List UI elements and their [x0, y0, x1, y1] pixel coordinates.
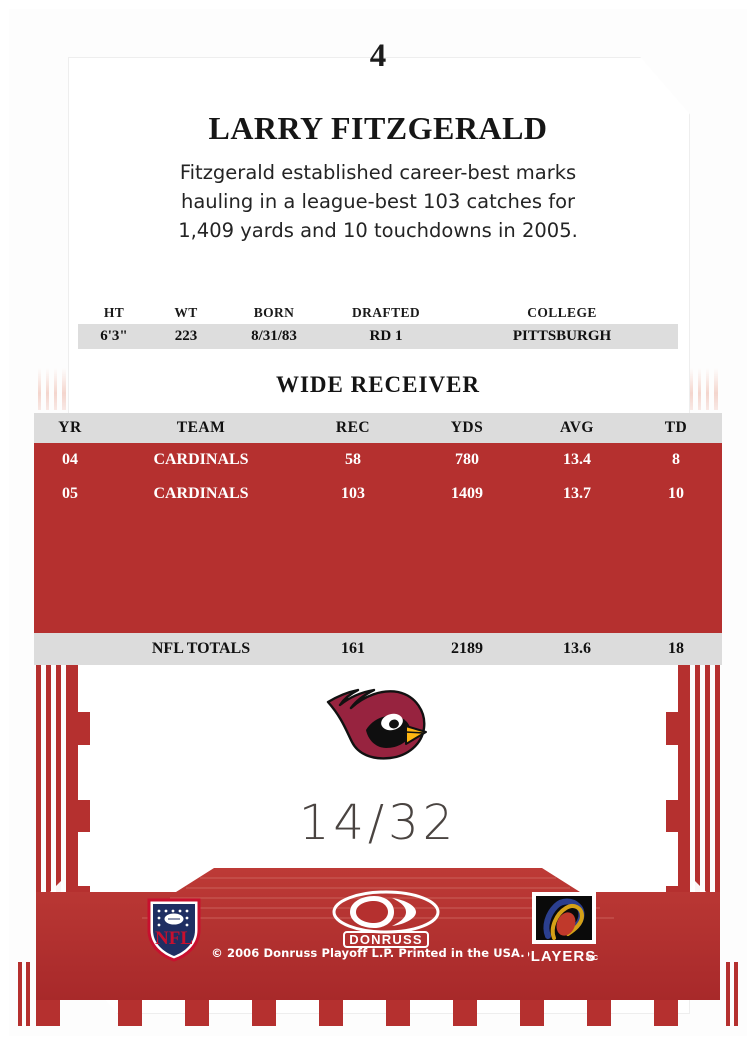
- nfl-label: NFL: [155, 928, 193, 949]
- table-row: 05 CARDINALS 103 1409 13.7 10: [34, 477, 722, 511]
- stats-header-team: TEAM: [176, 419, 226, 436]
- stats-total-label: NFL TOTALS: [151, 640, 251, 657]
- player-name: LARRY FITZGERALD: [208, 110, 548, 146]
- vitals-header-born: BORN: [253, 305, 295, 320]
- nfl-shield-icon: NFL: [147, 898, 201, 962]
- card-number: 4: [369, 38, 387, 74]
- stats-cell-yds: 1409: [451, 485, 483, 502]
- stats-cell-avg: 13.7: [563, 485, 591, 502]
- stats-header-yds: YDS: [450, 419, 484, 436]
- stats-cell-yr: 04: [62, 451, 78, 468]
- stats-cell-yds: 780: [455, 451, 479, 468]
- stats-cell-team: CARDINALS: [153, 451, 249, 468]
- vitals-table: HT WT BORN DRAFTED COLLEGE 6'3" 223 8/31…: [78, 302, 678, 349]
- vitals-value-wt: 223: [174, 328, 198, 344]
- stats-cell-rec: 58: [345, 451, 361, 468]
- vitals-value-college: PITTSBURGH: [512, 328, 612, 344]
- stats-table: YR TEAM REC YDS AVG TD 04 CARDINALS 58 7…: [34, 413, 722, 665]
- vitals-header-row: HT WT BORN DRAFTED COLLEGE: [78, 302, 678, 324]
- stats-cell-rec: 103: [341, 485, 365, 502]
- stats-cell-td: 8: [672, 451, 680, 468]
- copyright-text: © 2006 Donruss Playoff L.P. Printed in t…: [211, 946, 525, 960]
- players-label: PLAYERS: [528, 948, 596, 965]
- serial-number: 14/32: [298, 795, 458, 851]
- vitals-header-college: COLLEGE: [527, 305, 597, 320]
- vitals-header-wt: WT: [174, 305, 198, 320]
- vitals-value-row: 6'3" 223 8/31/83 RD 1 PITTSBURGH: [78, 324, 678, 349]
- vitals-header-ht: HT: [103, 305, 125, 320]
- stats-total-row: NFL TOTALS 161 2189 13.6 18: [34, 633, 722, 665]
- stats-body: 04 CARDINALS 58 780 13.4 8 05 CARDINALS …: [34, 443, 722, 633]
- donruss-logo-icon: DONRUSS: [332, 890, 440, 948]
- stats-total-avg: 13.6: [563, 640, 591, 657]
- blurb-line: Fitzgerald established career-best marks: [179, 161, 577, 184]
- players-inc-logo-icon: PLAYERS INC: [528, 892, 598, 965]
- donruss-label: DONRUSS: [349, 932, 422, 947]
- blurb-line: hauling in a league-best 103 catches for: [180, 190, 576, 213]
- stats-header-avg: AVG: [560, 419, 594, 436]
- player-position: WIDE RECEIVER: [275, 372, 481, 397]
- vitals-header-drafted: DRAFTED: [351, 305, 421, 320]
- vitals-value-drafted: RD 1: [369, 328, 403, 344]
- cardinals-logo-icon: [326, 688, 427, 760]
- stats-total-yds: 2189: [451, 640, 483, 657]
- vitals-value-born: 8/31/83: [251, 328, 297, 344]
- stats-total-rec: 161: [341, 640, 365, 657]
- players-inc-sub: INC: [586, 955, 598, 962]
- stats-header-yr: YR: [58, 419, 82, 436]
- stats-cell-team: CARDINALS: [153, 485, 249, 502]
- stats-header-td: TD: [664, 419, 688, 436]
- vitals-value-ht: 6'3": [100, 328, 128, 344]
- stats-cell-yr: 05: [62, 485, 78, 502]
- stats-header-row: YR TEAM REC YDS AVG TD: [34, 413, 722, 443]
- table-row: 04 CARDINALS 58 780 13.4 8: [34, 443, 722, 477]
- stats-cell-avg: 13.4: [563, 451, 591, 468]
- stats-header-rec: REC: [335, 419, 371, 436]
- blurb-line: 1,409 yards and 10 touchdowns in 2005.: [178, 219, 578, 242]
- stats-cell-td: 10: [668, 485, 684, 502]
- stats-total-td: 18: [668, 640, 684, 657]
- player-blurb: Fitzgerald established career-best marks…: [108, 158, 648, 245]
